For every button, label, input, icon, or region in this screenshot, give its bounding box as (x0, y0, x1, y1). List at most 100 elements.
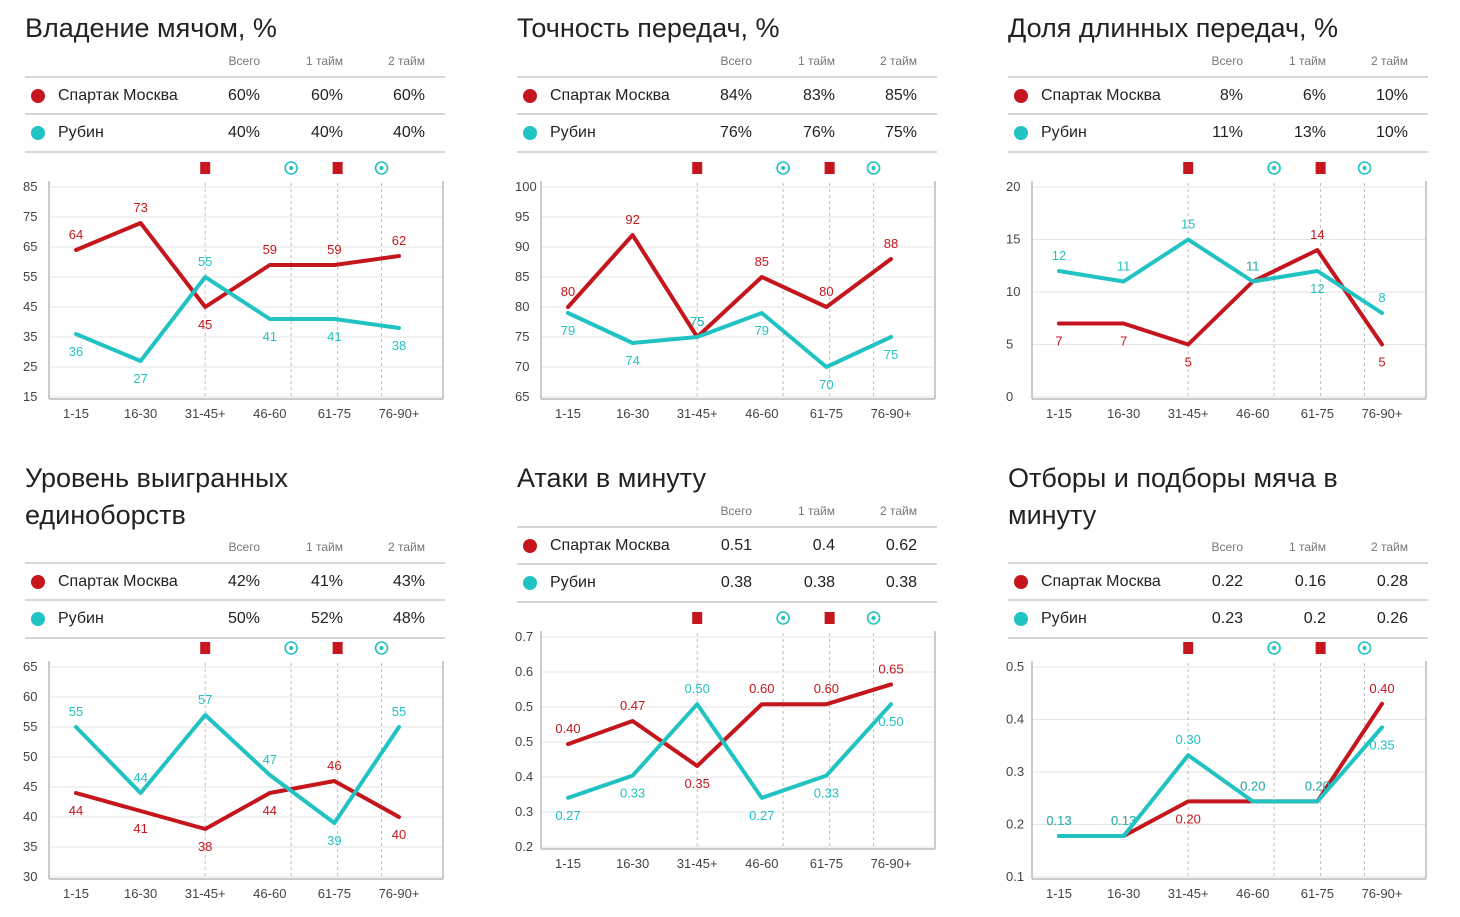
column-header: 1 тайм (306, 540, 343, 554)
data-label: 0.13 (1111, 813, 1136, 828)
data-label: 0.20 (1305, 778, 1330, 793)
x-tick-label: 46-60 (253, 886, 286, 901)
stat-value: 10% (1375, 124, 1408, 141)
y-tick-label: 60 (23, 689, 37, 704)
team-color-dot (523, 89, 537, 103)
data-label: 0.30 (1176, 732, 1201, 747)
x-tick-label: 31-45+ (185, 886, 226, 901)
panel-title: Отборы и подборы мяча в минуту (1008, 463, 1338, 530)
data-label: 15 (1181, 217, 1195, 232)
data-label: 0.20 (1176, 811, 1201, 826)
data-label: 41 (133, 821, 147, 836)
stat-value: 0.38 (720, 574, 752, 591)
column-header: 2 тайм (388, 54, 425, 68)
column-header: 1 тайм (306, 54, 343, 68)
team-color-dot (1014, 126, 1028, 140)
stats-table: Всего 1 тайм 2 тайм Спартак Москва 0.22 0.16 0… (1008, 540, 1428, 650)
x-tick-label: 46-60 (253, 406, 286, 421)
x-tick-label: 76-90+ (1362, 406, 1403, 421)
y-tick-label: 0.5 (515, 699, 533, 714)
data-label: 0.50 (878, 714, 903, 729)
data-label: 0.20 (1305, 778, 1330, 793)
table-row: Спартак Москва 84% 83% 85% (517, 76, 937, 114)
data-label: 88 (884, 236, 898, 251)
team-color-dot (523, 539, 537, 553)
stat-value: 0.62 (885, 537, 917, 554)
data-label: 36 (69, 344, 83, 359)
line-chart: 0.7 0.6 0.5 0.5 0.4 0.3 0.2 1-15 16-30 31-45+ 46-6… (515, 611, 936, 871)
data-label: 11 (1117, 259, 1131, 274)
stat-value: 52% (310, 610, 343, 627)
y-tick-label: 90 (515, 239, 529, 254)
data-label: 12 (1310, 281, 1324, 296)
data-label: 0.33 (814, 786, 839, 801)
data-label: 75 (884, 347, 898, 362)
stat-value: 42% (227, 573, 260, 590)
goal-ball-icon (776, 611, 790, 625)
x-tick-label: 31-45+ (677, 856, 718, 871)
stats-table: Всего 1 тайм 2 тайм Спартак Москва 0.51 0.4 0.… (517, 504, 937, 614)
stat-value: 50% (227, 610, 260, 627)
column-header: 2 тайм (1371, 540, 1408, 554)
data-label: 0.60 (814, 681, 839, 696)
table-row: Рубин 0.38 0.38 0.38 (517, 563, 937, 603)
column-header: 1 тайм (798, 504, 835, 518)
y-tick-label: 55 (23, 719, 37, 734)
table-row: Спартак Москва 60% 60% 60% (25, 76, 445, 114)
stat-value: 0.38 (885, 574, 917, 591)
series-line-rubin (566, 311, 893, 369)
stat-value: 76% (719, 124, 752, 141)
red-card-icon (1183, 642, 1194, 654)
y-tick-label: 15 (1006, 232, 1020, 247)
x-tick-label: 61-75 (810, 406, 843, 421)
series-line-spartak (74, 221, 401, 309)
y-tick-label: 50 (23, 749, 37, 764)
x-tick-label: 1-15 (1046, 886, 1072, 901)
data-label: 64 (69, 227, 83, 242)
data-label: 0.20 (1240, 778, 1265, 793)
stat-value: 48% (392, 610, 425, 627)
red-card-icon (200, 162, 211, 174)
y-tick-label: 55 (23, 269, 37, 284)
data-label: 55 (69, 704, 83, 719)
data-label: 79 (755, 323, 769, 338)
goal-ball-icon (1267, 641, 1281, 655)
y-tick-label: 85 (23, 179, 37, 194)
data-label: 38 (392, 338, 406, 353)
panel-title: Атаки в минуту (517, 463, 706, 493)
stat-value: 0.51 (720, 537, 752, 554)
data-label: 44 (263, 803, 277, 818)
data-label: 14 (1310, 227, 1324, 242)
team-name: Спартак Москва (1041, 87, 1161, 104)
goal-ball-icon (374, 161, 389, 175)
data-label: 73 (133, 200, 147, 215)
x-tick-label: 1-15 (555, 856, 581, 871)
stat-value: 85% (884, 87, 917, 104)
goal-ball-icon (866, 611, 881, 625)
data-label: 39 (327, 833, 341, 848)
data-label: 70 (819, 377, 833, 392)
table-row: Спартак Москва 0.51 0.4 0.62 (517, 526, 937, 564)
stat-value: 83% (802, 87, 835, 104)
stat-value: 0.26 (1376, 610, 1408, 627)
data-label: 75 (690, 314, 704, 329)
line-chart: 85 75 65 55 45 35 25 15 1-15 16-30 31-45+ 46-60 61-7… (23, 161, 444, 421)
y-tick-label: 65 (515, 389, 529, 404)
data-label: 0.13 (1046, 813, 1071, 828)
x-tick-label: 61-75 (1301, 406, 1334, 421)
stat-value: 0.22 (1211, 573, 1243, 590)
stats-table: Всего 1 тайм 2 тайм Спартак Москва 60% 60% 60%… (25, 54, 445, 164)
stat-value: 0.38 (803, 574, 835, 591)
x-tick-label: 31-45+ (677, 406, 718, 421)
data-label: 0.27 (749, 808, 774, 823)
stat-value: 75% (884, 124, 917, 141)
column-header: 2 тайм (880, 54, 917, 68)
stat-value: 0.23 (1211, 610, 1243, 627)
goal-ball-icon (374, 641, 389, 655)
team-name: Спартак Москва (550, 537, 670, 554)
data-label: 0.20 (1240, 778, 1265, 793)
data-label: 0.13 (1111, 813, 1136, 828)
team-name: Спартак Москва (1041, 573, 1161, 590)
data-label: 7 (1055, 334, 1062, 349)
y-tick-label: 10 (1006, 284, 1020, 299)
